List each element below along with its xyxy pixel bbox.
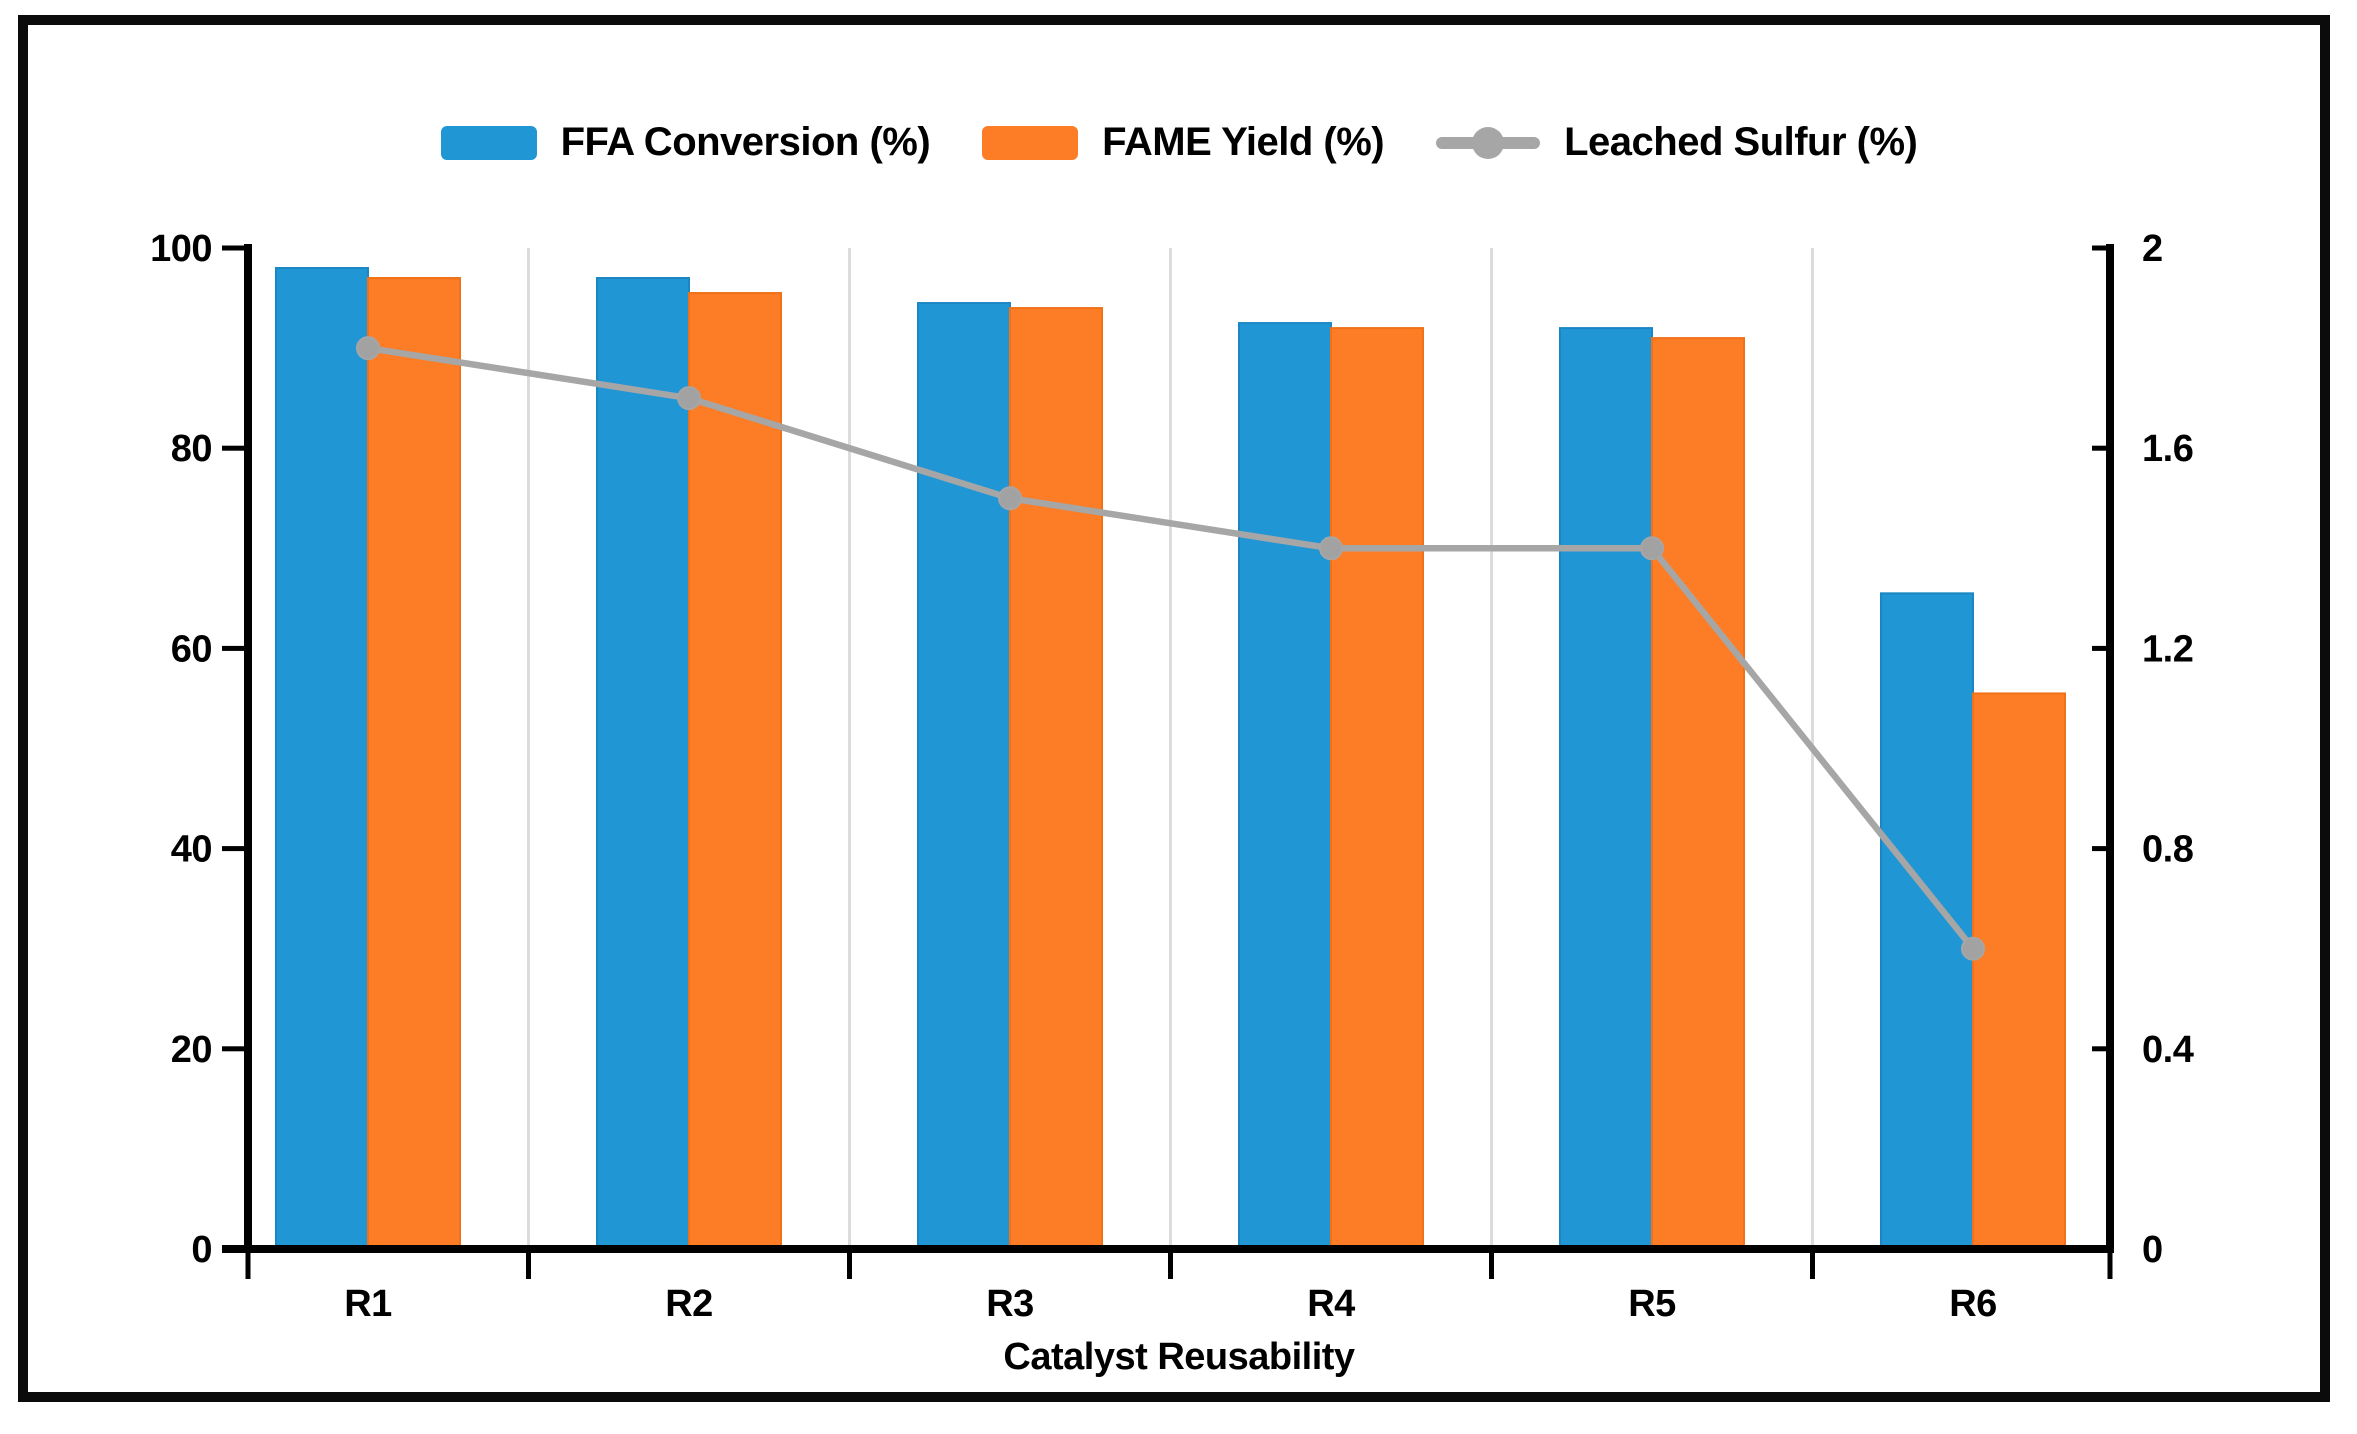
ffa-conversion-bar-R6 [1880,592,1974,1250]
legend-item-leached-sulfur: Leached Sulfur (%) [1436,120,1918,165]
left-axis-tick-label: 100 [150,228,212,270]
left-axis-tick-label: 0 [191,1229,212,1271]
x-axis-category-label: R6 [1949,1283,1997,1325]
x-axis-title: Catalyst Reusability [1003,1336,1355,1378]
x-axis-tick [1489,1253,1494,1279]
left-axis-tick [222,846,248,852]
x-axis-tick [526,1253,531,1279]
x-axis-tick [2107,1253,2113,1279]
right-axis-tick-label: 0 [2142,1229,2163,1271]
leached-sulfur-line-marker-icon [1436,126,1541,160]
fame-yield-bar-R6 [1972,692,2066,1250]
x-axis-tick [1810,1253,1815,1279]
ffa-conversion-bar-R5 [1559,327,1653,1250]
right-axis-tick-label: 0.8 [2142,829,2193,871]
leached-sulfur-marker-R3 [998,486,1022,511]
fame-yield-bar-R5 [1651,337,1745,1250]
left-axis-tick-label: 60 [171,628,212,670]
legend-label-fame-yield: FAME Yield (%) [1102,120,1385,164]
left-axis-tick [222,445,248,451]
right-axis-tick-label: 1.2 [2142,628,2193,670]
x-axis-category-label: R1 [344,1283,392,1325]
left-axis-tick [222,645,248,651]
left-axis-tick [222,1046,248,1052]
leached-sulfur-marker-R2 [677,386,701,411]
right-axis-tick [2092,1246,2110,1252]
left-axis-tick [222,245,248,251]
legend-label-leached-sulfur: Leached Sulfur (%) [1564,120,1918,164]
fame-yield-bar-R3 [1009,307,1103,1250]
right-axis-tick-label: 1.6 [2142,428,2193,470]
leached-sulfur-marker-R4 [1319,536,1343,561]
leached-sulfur-marker-R5 [1640,536,1664,561]
fame-yield-bar-R2 [688,292,782,1251]
x-axis-category-label: R4 [1307,1283,1355,1325]
left-axis-tick [222,1246,248,1252]
x-axis-category-label: R2 [665,1283,713,1325]
legend: FFA Conversion (%) FAME Yield (%) Leache… [248,120,2110,165]
x-axis-line [222,1245,2114,1253]
fame-yield-swatch-icon [982,125,1079,160]
left-axis-tick-label: 20 [171,1029,212,1071]
left-axis-line [244,244,252,1253]
legend-item-fame-yield: FAME Yield (%) [982,120,1385,165]
ffa-conversion-swatch-icon [440,125,537,160]
leached-sulfur-line [364,344,1977,952]
right-axis-tick [2092,1046,2110,1052]
ffa-conversion-bar-R4 [1238,322,1332,1250]
right-axis-tick [2092,846,2110,852]
leached-sulfur-marker-R1 [356,336,380,361]
right-axis-line [2106,244,2114,1253]
x-axis-category-label: R5 [1628,1283,1676,1325]
ffa-conversion-bar-R1 [275,267,369,1250]
fame-yield-bar-R1 [367,277,461,1250]
leached-sulfur-marker-R6 [1961,936,1985,961]
legend-label-ffa-conversion: FFA Conversion (%) [560,120,931,164]
right-axis-tick [2092,445,2110,451]
ffa-conversion-bar-R2 [596,277,690,1250]
legend-item-ffa-conversion: FFA Conversion (%) [440,120,931,165]
right-axis-tick-label: 0.4 [2142,1029,2194,1071]
right-axis-tick [2092,645,2110,651]
left-axis-tick-label: 40 [171,829,212,871]
right-axis-tick-label: 2 [2142,228,2163,270]
x-axis-category-label: R3 [986,1283,1034,1325]
right-axis-tick [2092,245,2110,251]
x-axis-tick [847,1253,852,1279]
ffa-conversion-bar-R3 [917,302,1011,1250]
left-axis-tick-label: 80 [171,428,212,470]
fame-yield-bar-R4 [1330,327,1424,1250]
x-axis-tick [1168,1253,1173,1279]
x-axis-tick [245,1253,251,1279]
